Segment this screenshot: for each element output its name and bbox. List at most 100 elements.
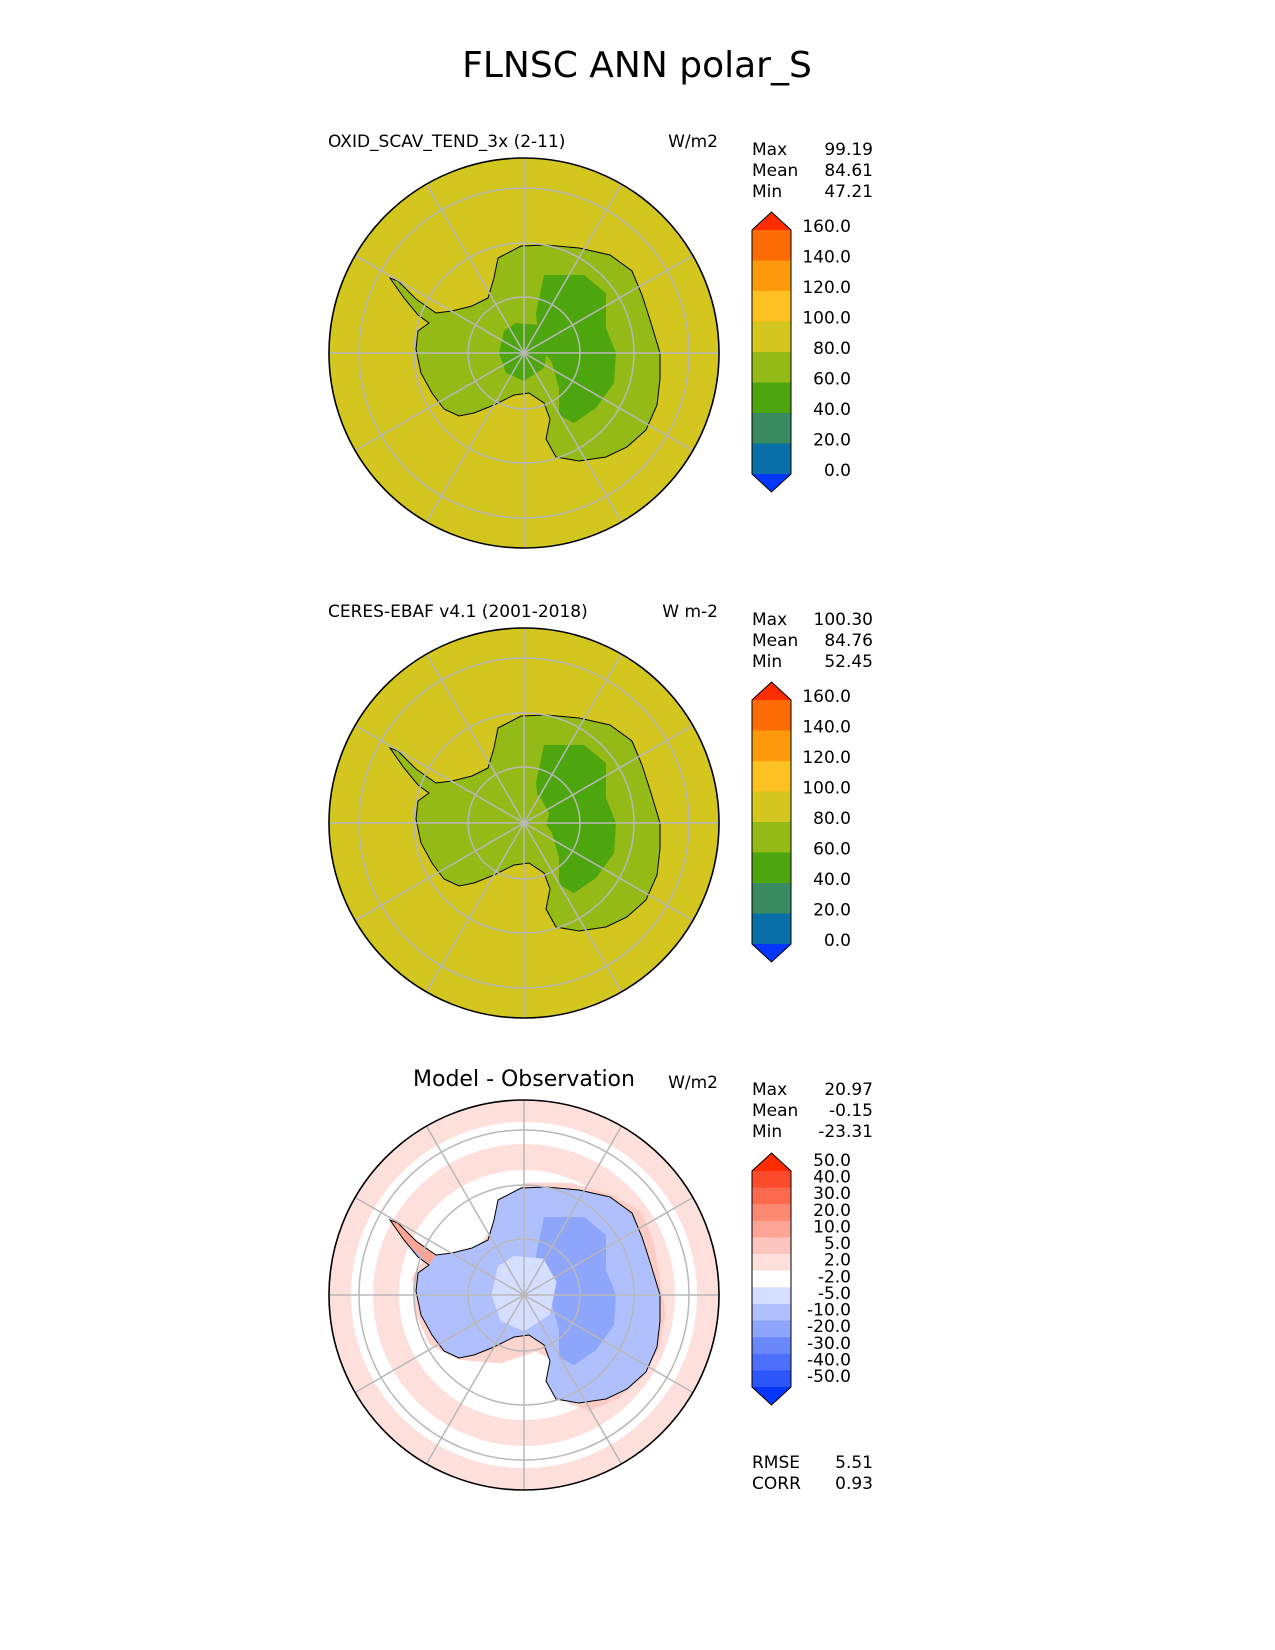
stat-label-min: Min (752, 182, 782, 202)
stat-label-max: Max (752, 610, 787, 630)
colorbar-extend-min (752, 474, 791, 492)
colorbar-tick-label: 20.0 (813, 1201, 851, 1221)
colorbar-tick-label: 100.0 (802, 309, 851, 329)
colorbar-segment (752, 852, 791, 884)
colorbar-tick-label: 40.0 (813, 400, 851, 420)
colorbar-tick-label: -5.0 (818, 1284, 851, 1304)
colorbar-segment (752, 1353, 791, 1371)
colorbar-tick-label: -20.0 (807, 1317, 851, 1337)
stat-value-max: 100.30 (814, 610, 873, 630)
figure-title: FLNSC ANN polar_S (462, 45, 812, 86)
colorbar: 0.0 20.0 40.0 60.0 80.0 100.0 120.0 140.0 160.0 (751, 211, 851, 493)
stat-value-max: 20.97 (824, 1080, 873, 1100)
colorbar-outline (751, 681, 792, 963)
colorbar-segment (752, 700, 791, 731)
panel-units: W m-2 (662, 602, 718, 622)
colorbar-tick-label: 0.0 (824, 461, 851, 481)
panel-title: Model - Observation (413, 1067, 635, 1092)
colorbar-tick-label: 120.0 (802, 278, 851, 298)
stat-label-min: Min (752, 1122, 782, 1142)
panel-title: CERES-EBAF v4.1 (2001-2018) (328, 602, 588, 622)
colorbar-segment (752, 230, 791, 261)
colorbar-segment (752, 913, 791, 945)
map-frame (328, 157, 720, 549)
colorbar-tick-label: 140.0 (802, 718, 851, 738)
colorbar-tick-label: 80.0 (813, 339, 851, 359)
colorbar-tick-label: 40.0 (813, 1168, 851, 1188)
colorbar-outline (751, 211, 792, 493)
stat-label-mean: Mean (752, 161, 798, 181)
colorbar: 0.0 20.0 40.0 60.0 80.0 100.0 120.0 140.0 160.0 (751, 681, 851, 963)
colorbar: -50.0-40.0-30.0-20.0-10.0-5.0-2.02.05.01… (751, 1151, 851, 1406)
colorbar-tick-label: -30.0 (807, 1334, 851, 1354)
stat-label-min: Min (752, 652, 782, 672)
colorbar-segment (752, 1254, 791, 1272)
colorbar-tick-label: 60.0 (813, 370, 851, 390)
colorbar-segment (752, 730, 791, 762)
colorbar-tick-label: 50.0 (813, 1151, 851, 1171)
colorbar-segment (752, 791, 791, 823)
colorbar-segment (752, 1370, 791, 1388)
stat-value-mean: 84.76 (824, 631, 873, 651)
panel-difference: Model - Observation W/m2 Max 20.97 Mean -0.15… (328, 1067, 873, 1494)
panel-reference: CERES-EBAF v4.1 (2001-2018) W m-2 Max 100.3… (328, 602, 873, 1019)
colorbar-outline (751, 1152, 792, 1406)
metric-value-corr: 0.93 (835, 1474, 873, 1494)
colorbar-tick-label: 30.0 (813, 1184, 851, 1204)
colorbar-tick-label: 60.0 (813, 840, 851, 860)
colorbar-tick-label: -10.0 (807, 1301, 851, 1321)
stat-value-mean: 84.61 (824, 161, 873, 181)
colorbar-segment (752, 1171, 791, 1189)
colorbar-segment (752, 1287, 791, 1305)
stat-value-mean: -0.15 (829, 1101, 873, 1121)
panel-test: OXID_SCAV_TEND_3x (2-11) W/m2 Max 99.19 Mean… (328, 132, 873, 549)
stat-value-min: -23.31 (818, 1122, 873, 1142)
colorbar-tick-label: 160.0 (802, 687, 851, 707)
map-field (329, 158, 719, 548)
colorbar-segment (752, 382, 791, 414)
meridian-5 (354, 1196, 694, 1394)
colorbar-segment (752, 1237, 791, 1255)
peninsula-positive (390, 1220, 436, 1265)
map-frame (328, 1099, 720, 1491)
colorbar-tick-label: 140.0 (802, 248, 851, 268)
colorbar-segment (752, 1204, 791, 1222)
colorbar-segment (752, 822, 791, 853)
map-field (329, 1100, 719, 1490)
colorbar-tick-label: 2.0 (824, 1251, 851, 1271)
colorbar-segment (752, 1320, 791, 1338)
colorbar-extend-max (752, 1153, 791, 1171)
stat-label-max: Max (752, 140, 787, 160)
colorbar-extend-min (752, 1387, 791, 1405)
colorbar-tick-label: 20.0 (813, 431, 851, 451)
stat-label-mean: Mean (752, 1101, 798, 1121)
stat-label-mean: Mean (752, 631, 798, 651)
colorbar-extend-min (752, 944, 791, 962)
colorbar-segment (752, 260, 791, 292)
metric-value-rmse: 5.51 (835, 1453, 873, 1473)
colorbar-segment (752, 761, 791, 792)
colorbar-extend-max (752, 682, 791, 700)
colorbar-segment (752, 1337, 791, 1355)
colorbar-segment (752, 1187, 791, 1205)
colorbar-tick-label: 40.0 (813, 870, 851, 890)
colorbar-tick-label: 5.0 (824, 1234, 851, 1254)
colorbar-segment (752, 1303, 791, 1322)
colorbar-segment (752, 291, 791, 322)
colorbar-segment (752, 352, 791, 383)
colorbar-tick-label: -40.0 (807, 1350, 851, 1370)
panel-units: W/m2 (668, 1073, 718, 1093)
panel-units: W/m2 (668, 132, 718, 152)
colorbar-segment (752, 321, 791, 353)
colorbar-segment (752, 1220, 791, 1238)
colorbar-tick-label: -50.0 (807, 1367, 851, 1387)
stat-label-max: Max (752, 1080, 787, 1100)
meridian-5 (354, 724, 694, 922)
colorbar-tick-label: 120.0 (802, 748, 851, 768)
metric-label-corr: CORR (752, 1474, 801, 1494)
colorbar-segment (752, 413, 791, 444)
map-field (329, 628, 719, 1018)
colorbar-tick-label: -2.0 (818, 1267, 851, 1287)
colorbar-segment (752, 443, 791, 475)
